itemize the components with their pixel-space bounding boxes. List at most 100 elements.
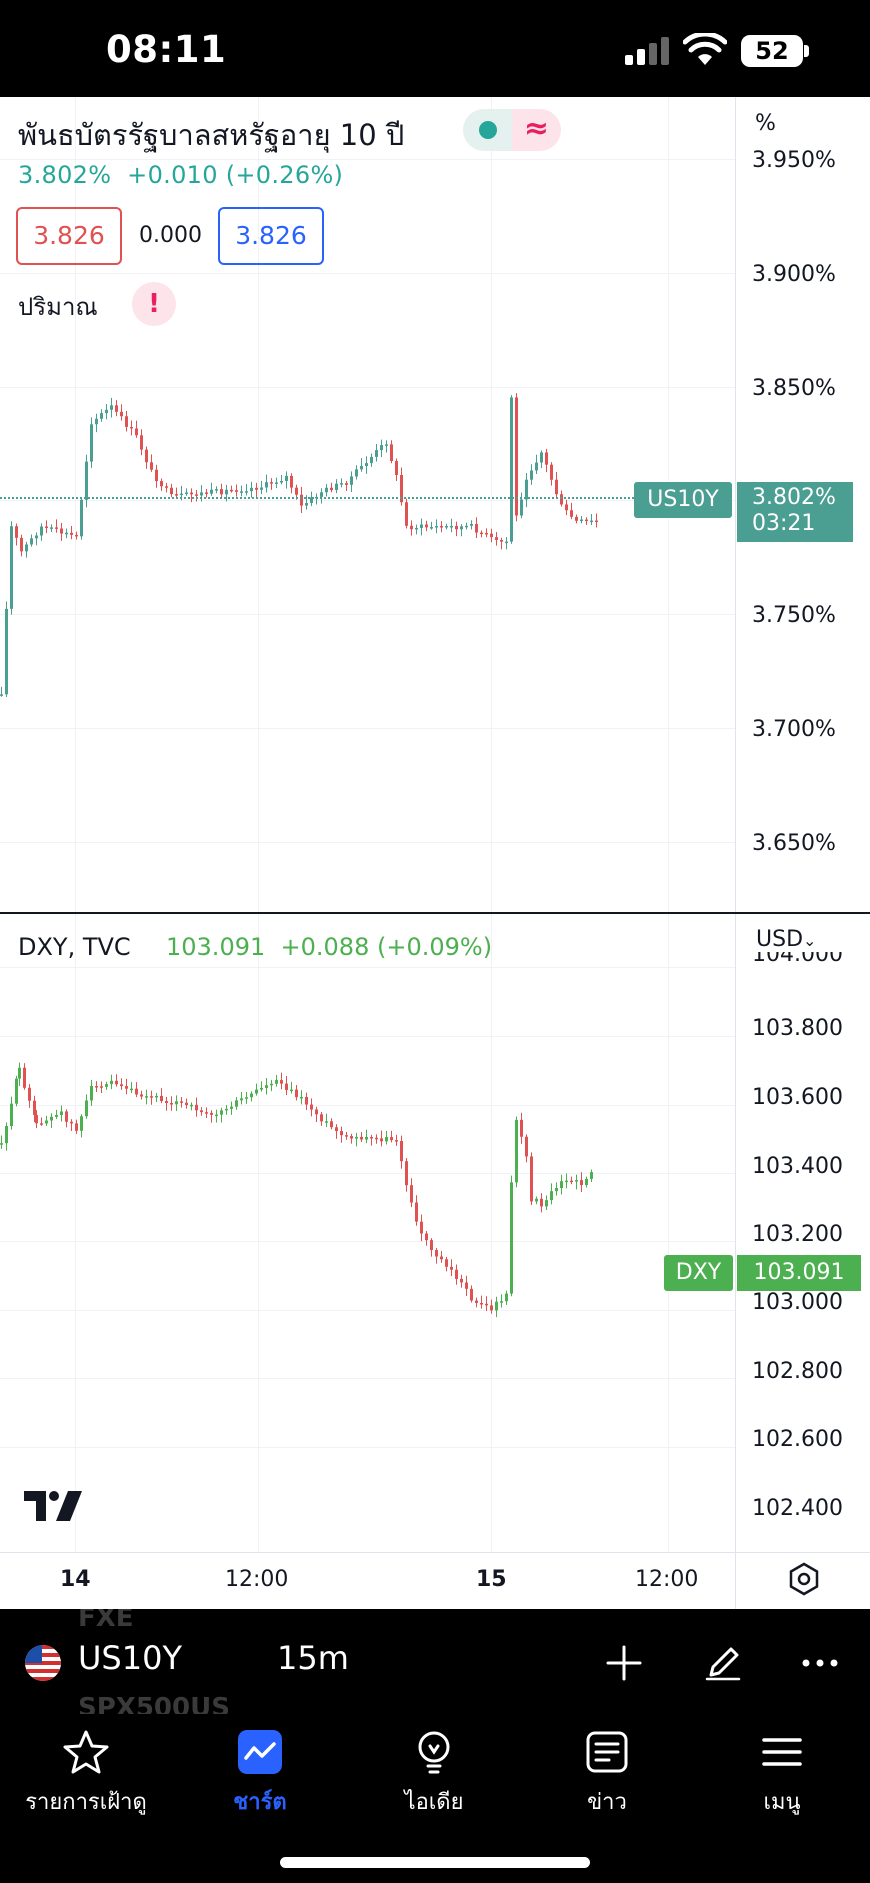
settings-icon[interactable] (787, 1562, 821, 1596)
grid-line (0, 1378, 735, 1379)
nav-label: ไอเดีย (404, 1790, 464, 1815)
candle-body (365, 463, 368, 467)
candle-body (485, 532, 488, 535)
status-time: 08:11 (106, 28, 227, 71)
candle-body (165, 1101, 168, 1103)
candle-body (585, 1178, 588, 1186)
candle-body (345, 483, 348, 485)
candle-body (28, 1087, 31, 1101)
plus-icon[interactable] (604, 1643, 644, 1683)
candle-body (350, 1136, 353, 1139)
spread-value: 0.000 (139, 223, 202, 248)
candle-body (415, 1202, 418, 1222)
candle-body (18, 1067, 21, 1079)
candle-body (485, 1303, 488, 1306)
candle-body (330, 487, 333, 491)
candle-body (380, 1138, 383, 1142)
candle-body (465, 525, 468, 528)
symbol-title[interactable]: พันธบัตรรัฐบาลสหรัฐอายุ 10 ปี (18, 118, 405, 152)
time-label: 15 (476, 1567, 507, 1592)
candle-body (580, 519, 583, 522)
candle-body (90, 1086, 93, 1101)
candle-body (445, 526, 448, 528)
axis-label: 3.700% (752, 717, 836, 742)
candle-body (70, 532, 73, 535)
candle-body (390, 444, 393, 462)
candle-body (210, 489, 213, 494)
candle-body (30, 538, 33, 545)
candle-body (135, 1088, 138, 1095)
candle-body (350, 476, 353, 485)
bottom-navigation: รายการเฝ้าดู ชาร์ต ไอเดีย ข่าว เมนู (0, 1714, 870, 1883)
candle-body (170, 1102, 173, 1105)
us10y-symbol-tag: US10Y (634, 482, 732, 518)
candle-body (590, 1172, 593, 1179)
candle-body (55, 527, 58, 529)
candle-body (495, 537, 498, 540)
grid-line (0, 1310, 735, 1311)
candle-body (460, 1278, 463, 1283)
sell-button[interactable]: 3.826 (16, 207, 122, 265)
candle-body (65, 1111, 68, 1122)
candle-body (300, 1096, 303, 1099)
candle-body (310, 497, 313, 504)
background-ghost-text: FXE (78, 1609, 134, 1633)
candle-body (265, 482, 268, 488)
grid-line (0, 273, 735, 274)
market-open-indicator (463, 109, 512, 151)
volume-label[interactable]: ปริมาณ (18, 293, 98, 321)
grid-line (0, 1241, 735, 1242)
time-label: 12:00 (225, 1567, 289, 1592)
candle-body (135, 428, 138, 436)
nav-watchlist[interactable]: รายการเฝ้าดู (6, 1728, 166, 1819)
nav-chart[interactable]: ชาร์ต (180, 1728, 340, 1819)
dxy-symbol[interactable]: DXY, TVC (18, 933, 131, 961)
nav-menu[interactable]: เมนู (702, 1728, 862, 1819)
interval-button[interactable]: 15m (277, 1639, 349, 1677)
candle-body (20, 537, 23, 552)
menu-icon (762, 1738, 802, 1766)
candle-body (310, 1104, 313, 1110)
nav-ideas[interactable]: ไอเดีย (354, 1728, 514, 1819)
candle-body (545, 1200, 548, 1207)
candle-body (215, 1114, 218, 1117)
market-status-pill[interactable]: ≈ (463, 109, 561, 151)
cellular-signal-icon (625, 37, 671, 65)
candle-body (255, 487, 258, 490)
green-dot-icon (479, 121, 497, 139)
candle-body (535, 462, 538, 471)
candle-body (525, 1136, 528, 1157)
axis-label: 3.750% (752, 603, 836, 628)
candle-body (560, 494, 563, 505)
candle-body (395, 461, 398, 475)
candle-body (425, 1233, 428, 1241)
candle-body (480, 532, 483, 535)
time-label: 12:00 (635, 1567, 699, 1592)
candle-body (55, 1114, 58, 1117)
grid-line (491, 97, 492, 1552)
candle-body (580, 1180, 583, 1186)
nav-news[interactable]: ข่าว (527, 1728, 687, 1819)
candle-body (370, 1137, 373, 1139)
us10y-candles (0, 393, 598, 698)
grid-line (0, 1173, 735, 1174)
candle-body (200, 1110, 203, 1113)
pen-icon[interactable] (703, 1643, 743, 1683)
candle-body (545, 452, 548, 465)
more-icon[interactable] (800, 1643, 840, 1683)
candle-body (160, 1095, 163, 1102)
pane-divider[interactable] (0, 912, 870, 914)
alert-icon[interactable]: ! (132, 282, 176, 326)
candle-body (300, 494, 303, 506)
battery-nub (804, 45, 809, 57)
buy-button[interactable]: 3.826 (218, 207, 324, 265)
chart-area[interactable]: พันธบัตรรัฐบาลสหรัฐอายุ 10 ปี ≈ 3.802% +… (0, 97, 870, 1609)
candle-body (275, 1080, 278, 1084)
symbol-button[interactable]: US10Y (78, 1639, 182, 1677)
grid-line (0, 387, 735, 388)
candle-body (145, 449, 148, 463)
currency-select[interactable]: USD⌄ (756, 927, 816, 952)
home-indicator (280, 1857, 590, 1868)
candle-body (105, 409, 108, 414)
us10y-price-tag: 3.802% 03:21 (737, 482, 853, 542)
